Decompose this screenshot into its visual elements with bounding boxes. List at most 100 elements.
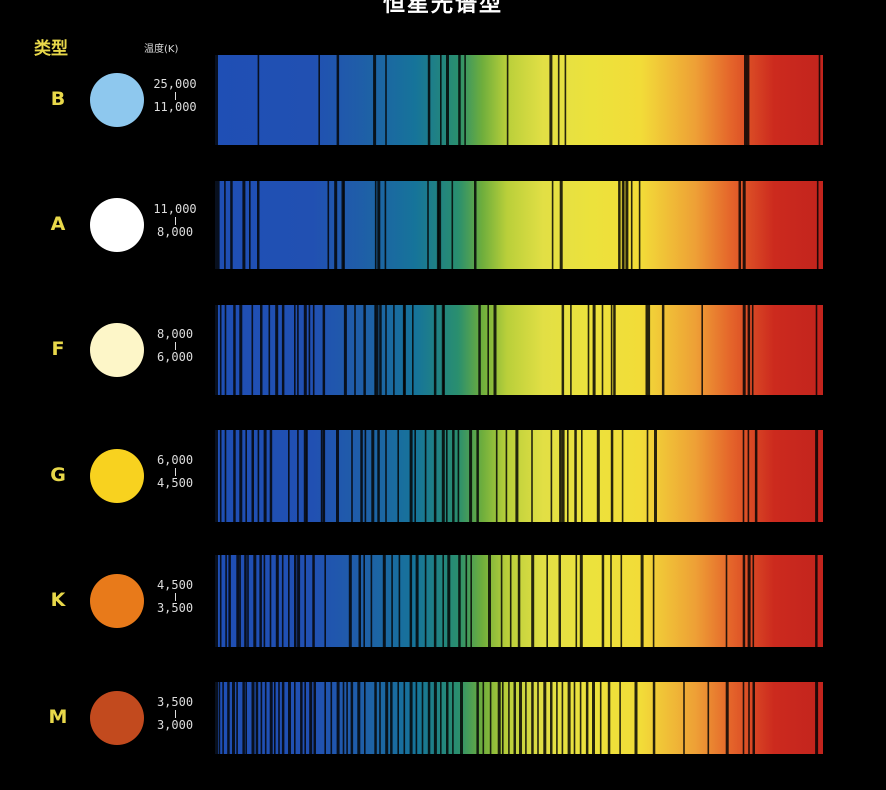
absorption-line xyxy=(725,555,728,647)
absorption-line xyxy=(469,430,473,522)
temperature-range: 6,000 4,500 xyxy=(144,454,206,490)
temperature-range: 3,500 3,000 xyxy=(144,696,206,732)
absorption-line xyxy=(648,305,651,395)
absorption-line xyxy=(342,682,345,754)
absorption-line xyxy=(573,682,576,754)
absorption-line xyxy=(257,181,260,269)
absorption-line xyxy=(634,682,638,754)
absorption-line xyxy=(592,305,596,395)
absorption-line xyxy=(303,430,307,522)
absorption-line xyxy=(747,555,751,647)
absorption-line xyxy=(519,682,522,754)
spectrum-band xyxy=(215,55,823,145)
absorption-line xyxy=(424,555,427,647)
absorption-line xyxy=(599,682,602,754)
absorption-line xyxy=(592,682,595,754)
absorption-line xyxy=(587,305,590,395)
absorption-line xyxy=(297,305,299,395)
absorption-line xyxy=(557,55,560,145)
absorption-line xyxy=(263,430,267,522)
temperature-range-separator xyxy=(174,217,176,225)
absorption-line xyxy=(815,430,819,522)
absorption-line xyxy=(377,181,381,269)
absorption-line xyxy=(348,555,352,647)
absorption-line xyxy=(559,181,563,269)
absorption-line xyxy=(373,55,377,145)
absorption-line xyxy=(476,682,479,754)
absorption-line xyxy=(546,555,548,647)
absorption-line xyxy=(415,682,418,754)
diagram-title: 恒星光谱型 xyxy=(382,0,503,17)
absorption-line xyxy=(438,181,442,269)
absorption-line xyxy=(324,682,326,754)
absorption-line xyxy=(215,430,218,522)
star-color-disc xyxy=(90,574,144,628)
absorption-line xyxy=(309,682,313,754)
absorption-line xyxy=(225,555,227,647)
absorption-line xyxy=(561,682,564,754)
absorption-line xyxy=(415,555,419,647)
absorption-line xyxy=(370,555,373,647)
absorption-line xyxy=(579,555,583,647)
absorption-line xyxy=(409,430,413,522)
temperature-range: 25,000 11,000 xyxy=(144,78,206,114)
temperature-column-header: 温度(K) xyxy=(144,44,179,55)
absorption-line xyxy=(245,430,247,522)
absorption-line xyxy=(543,682,547,754)
absorption-line xyxy=(550,682,553,754)
temperature-range: 8,000 6,000 xyxy=(144,328,206,364)
temperature-range-separator xyxy=(174,710,176,718)
temperature-range: 11,000 8,000 xyxy=(144,203,206,239)
type-column-header: 类型 xyxy=(34,39,68,59)
absorption-line xyxy=(379,305,382,395)
absorption-line xyxy=(570,305,572,395)
absorption-line xyxy=(470,555,472,647)
star-color-disc xyxy=(90,323,144,377)
absorption-line xyxy=(236,682,238,754)
absorption-line xyxy=(239,555,241,647)
absorption-line xyxy=(253,555,257,647)
absorption-line xyxy=(517,555,521,647)
absorption-line xyxy=(244,555,247,647)
absorption-line xyxy=(661,305,665,395)
absorption-line xyxy=(465,555,468,647)
absorption-lines xyxy=(215,305,818,395)
absorption-line xyxy=(443,305,445,395)
absorption-line xyxy=(336,430,339,522)
absorption-line xyxy=(288,682,291,754)
absorption-line xyxy=(746,55,750,145)
absorption-line xyxy=(249,181,251,269)
spectral-row-m: M 3,500 3,000 xyxy=(0,682,886,754)
absorption-line xyxy=(269,430,273,522)
absorption-line xyxy=(493,305,497,395)
absorption-line xyxy=(725,682,729,754)
absorption-line xyxy=(274,682,276,754)
temperature-range-separator xyxy=(174,92,176,100)
absorption-line xyxy=(257,430,260,522)
absorption-line xyxy=(652,682,656,754)
absorption-line xyxy=(294,682,296,754)
absorption-line xyxy=(558,555,561,647)
absorption-line xyxy=(561,430,565,522)
spectral-type-label: K xyxy=(50,589,66,611)
absorption-line xyxy=(403,682,406,754)
absorption-line xyxy=(259,555,262,647)
absorption-line xyxy=(242,181,246,269)
absorption-line xyxy=(748,682,750,754)
absorption-line xyxy=(350,682,354,754)
absorption-line xyxy=(374,181,377,269)
absorption-line xyxy=(245,682,247,754)
absorption-line xyxy=(421,682,424,754)
absorption-line xyxy=(567,682,571,754)
absorption-line xyxy=(610,430,614,522)
absorption-line xyxy=(561,305,565,395)
absorption-line xyxy=(683,682,685,754)
absorption-line xyxy=(227,682,230,754)
absorption-line xyxy=(357,682,361,754)
absorption-line xyxy=(630,181,633,269)
absorption-line xyxy=(215,55,218,145)
absorption-line xyxy=(297,430,299,522)
spectral-row-k: K 4,500 3,500 xyxy=(0,555,886,647)
absorption-line xyxy=(233,430,236,522)
absorption-line xyxy=(427,181,429,269)
